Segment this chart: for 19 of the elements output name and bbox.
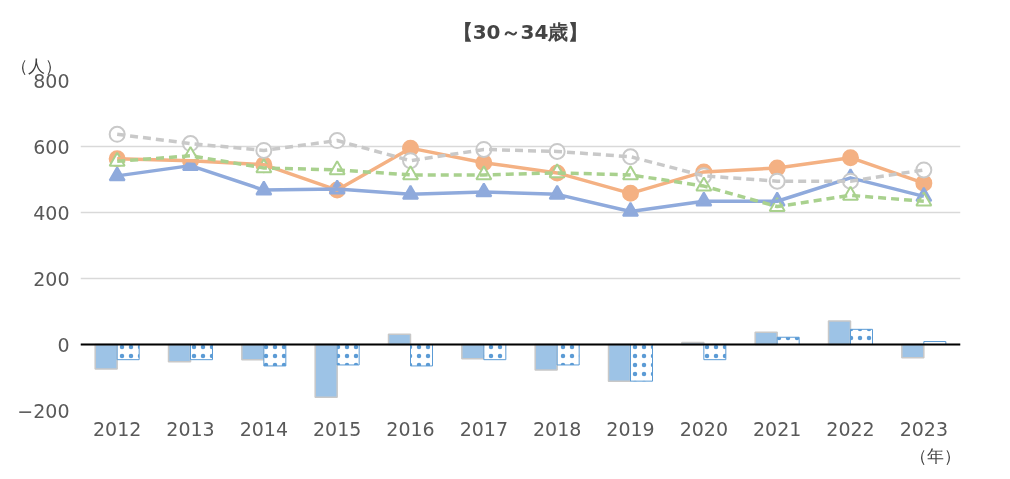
x-axis-title: （年） (909, 445, 961, 466)
y-tick-label: 0 (57, 333, 70, 356)
x-tick-label: 2020 (679, 417, 729, 440)
x-tick-label: 2022 (826, 417, 875, 440)
x-tick-label: 2014 (239, 417, 289, 440)
x-tick-label: 2019 (606, 417, 655, 440)
x-tick-label: 2015 (312, 417, 362, 440)
x-tick-label: 2017 (459, 417, 509, 440)
x-tick-label: 2018 (532, 417, 582, 440)
y-tick-label: 200 (33, 267, 70, 290)
x-tick-label: 2012 (92, 417, 142, 440)
y-tick-label: 400 (33, 201, 70, 224)
chart-title: 【30～34歳】 (452, 19, 589, 44)
x-tick-label: 2023 (899, 417, 949, 440)
x-tick-label: 2013 (166, 417, 215, 440)
y-tick-label: 600 (33, 135, 70, 158)
y-tick-label: −200 (17, 399, 70, 422)
x-tick-label: 2021 (752, 417, 802, 440)
x-tick-label: 2016 (386, 417, 435, 440)
